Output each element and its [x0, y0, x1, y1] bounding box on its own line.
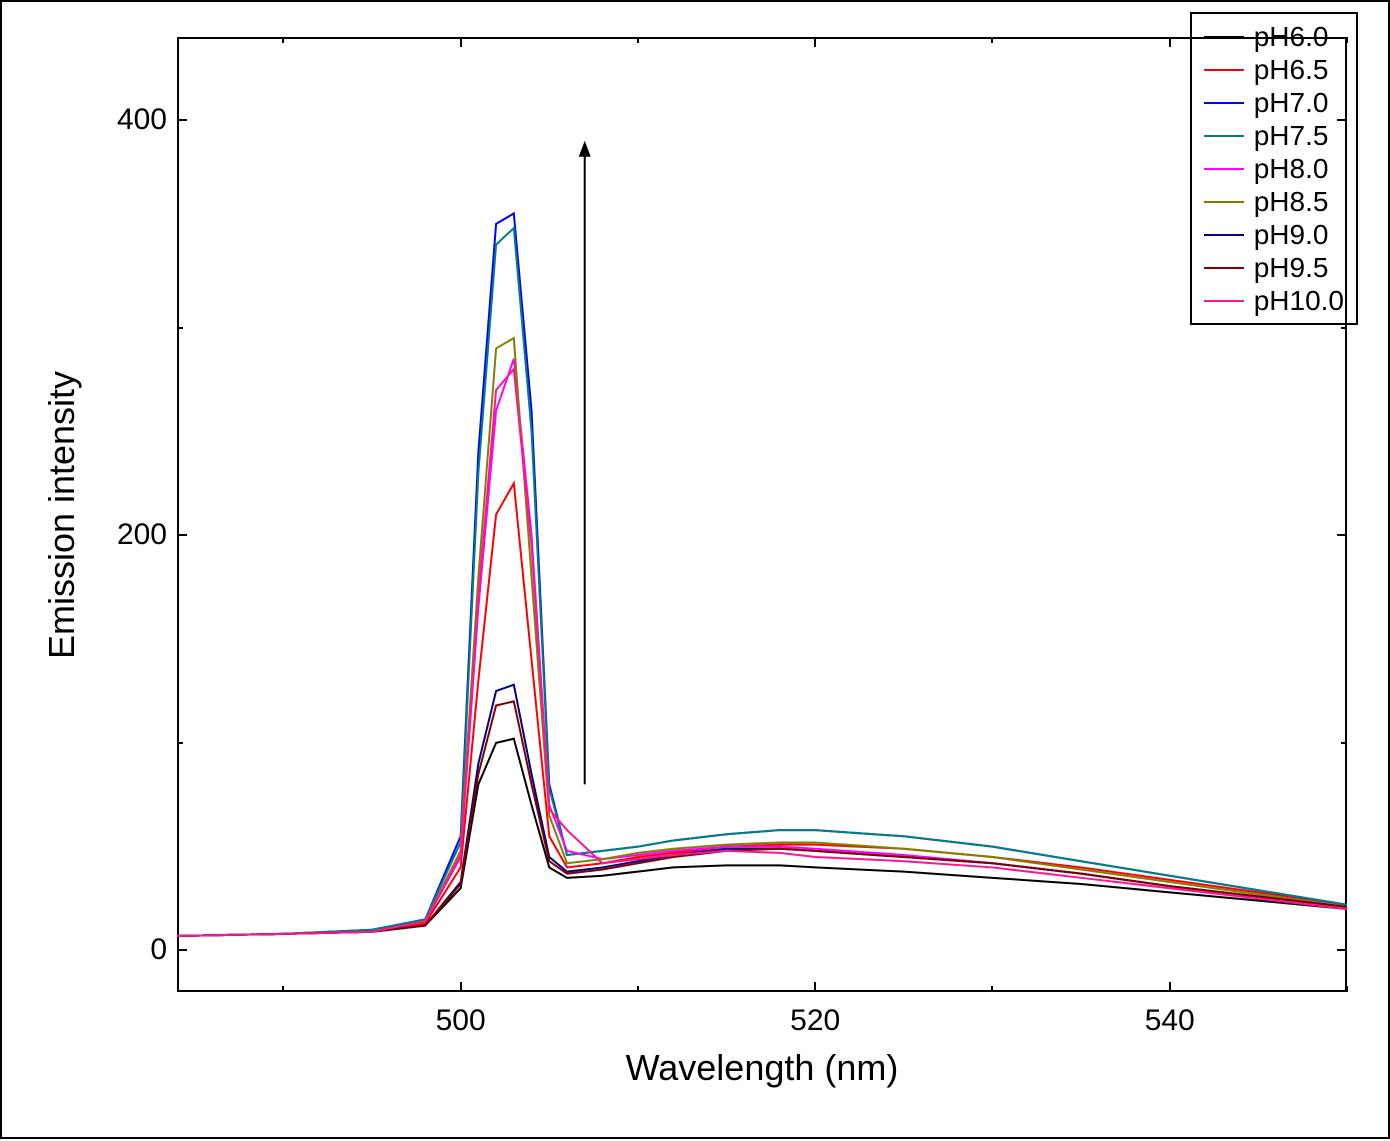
series-svg — [2, 2, 1390, 1141]
series-ph9.0 — [177, 685, 1347, 936]
figure: Emission intensity Wavelength (nm) pH6.0… — [0, 0, 1390, 1139]
series-ph6.5 — [177, 483, 1347, 936]
series-ph9.5 — [177, 701, 1347, 936]
trend-arrow-head — [579, 141, 591, 157]
series-ph10.0 — [177, 369, 1347, 936]
series-ph7.5 — [177, 228, 1347, 936]
series-ph7.0 — [177, 213, 1347, 935]
series-ph6.0 — [177, 739, 1347, 936]
